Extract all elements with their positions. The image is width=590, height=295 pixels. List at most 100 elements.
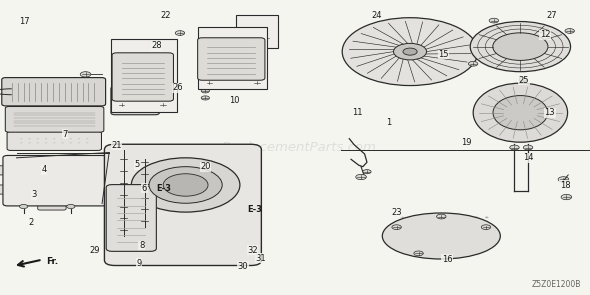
FancyBboxPatch shape — [5, 106, 104, 132]
Circle shape — [464, 248, 467, 250]
Circle shape — [485, 227, 489, 229]
Circle shape — [432, 238, 435, 240]
Circle shape — [19, 204, 28, 209]
Circle shape — [442, 222, 446, 224]
Circle shape — [470, 22, 571, 72]
Circle shape — [411, 222, 414, 224]
Text: 19: 19 — [461, 138, 471, 147]
Circle shape — [411, 232, 414, 234]
Circle shape — [453, 248, 457, 250]
Text: 18: 18 — [560, 181, 571, 190]
Circle shape — [248, 18, 257, 22]
Circle shape — [45, 138, 47, 139]
Circle shape — [78, 138, 80, 139]
Circle shape — [70, 142, 72, 143]
Circle shape — [205, 81, 214, 85]
Circle shape — [136, 77, 147, 82]
Text: 12: 12 — [540, 30, 550, 39]
Circle shape — [523, 145, 533, 150]
Circle shape — [411, 227, 414, 229]
Circle shape — [175, 31, 185, 35]
Circle shape — [421, 232, 425, 234]
Circle shape — [86, 138, 88, 139]
FancyBboxPatch shape — [104, 144, 261, 266]
FancyBboxPatch shape — [2, 78, 106, 106]
Circle shape — [442, 238, 446, 240]
Bar — [236, 15, 278, 48]
Text: 1: 1 — [386, 118, 391, 127]
Circle shape — [442, 248, 446, 250]
Text: E-3: E-3 — [156, 184, 172, 193]
Circle shape — [453, 217, 457, 218]
Circle shape — [421, 238, 425, 240]
Circle shape — [394, 43, 427, 60]
Circle shape — [153, 72, 163, 77]
FancyBboxPatch shape — [0, 185, 11, 194]
Circle shape — [464, 238, 467, 240]
Circle shape — [400, 227, 404, 229]
Text: 29: 29 — [89, 246, 100, 255]
Circle shape — [400, 232, 404, 234]
Text: 24: 24 — [371, 11, 382, 20]
Circle shape — [400, 238, 404, 240]
Circle shape — [403, 48, 417, 55]
FancyBboxPatch shape — [7, 132, 101, 150]
Circle shape — [411, 217, 414, 218]
Ellipse shape — [493, 96, 548, 130]
Ellipse shape — [473, 83, 568, 142]
Circle shape — [78, 142, 80, 143]
Text: 13: 13 — [545, 108, 555, 117]
Circle shape — [37, 142, 39, 143]
Text: 28: 28 — [151, 41, 162, 50]
Circle shape — [453, 232, 457, 234]
Text: eReplacementParts.com: eReplacementParts.com — [214, 141, 376, 154]
Text: E-3: E-3 — [247, 205, 263, 214]
Circle shape — [28, 142, 31, 143]
Text: 30: 30 — [238, 262, 248, 271]
Circle shape — [132, 158, 240, 212]
Circle shape — [432, 227, 435, 229]
Circle shape — [442, 227, 446, 229]
Circle shape — [485, 222, 489, 224]
Circle shape — [414, 251, 423, 256]
Circle shape — [474, 248, 478, 250]
Circle shape — [421, 227, 425, 229]
Circle shape — [468, 61, 478, 66]
Circle shape — [519, 78, 527, 82]
Circle shape — [453, 238, 457, 240]
Circle shape — [493, 33, 548, 60]
Circle shape — [464, 243, 467, 245]
Text: 4: 4 — [42, 165, 47, 174]
Circle shape — [464, 217, 467, 218]
Circle shape — [400, 217, 404, 218]
Circle shape — [86, 142, 88, 143]
Circle shape — [253, 81, 261, 85]
Circle shape — [215, 31, 224, 35]
Circle shape — [61, 142, 64, 143]
Text: 7: 7 — [62, 130, 68, 139]
Circle shape — [453, 222, 457, 224]
Circle shape — [67, 204, 75, 209]
Circle shape — [421, 248, 425, 250]
Text: 5: 5 — [135, 160, 139, 169]
FancyBboxPatch shape — [198, 38, 265, 80]
Circle shape — [510, 145, 519, 150]
FancyBboxPatch shape — [0, 166, 11, 175]
Bar — [198, 27, 267, 89]
Circle shape — [117, 103, 126, 107]
Circle shape — [61, 138, 64, 139]
Circle shape — [464, 227, 467, 229]
Circle shape — [400, 243, 404, 245]
Circle shape — [474, 232, 478, 234]
Text: 22: 22 — [160, 11, 171, 20]
Circle shape — [485, 243, 489, 245]
Circle shape — [119, 72, 129, 77]
Circle shape — [485, 217, 489, 218]
Circle shape — [485, 238, 489, 240]
Text: 26: 26 — [173, 83, 183, 92]
Bar — [111, 39, 177, 112]
Circle shape — [558, 177, 569, 182]
Circle shape — [474, 243, 478, 245]
Circle shape — [464, 222, 467, 224]
Circle shape — [474, 217, 478, 218]
